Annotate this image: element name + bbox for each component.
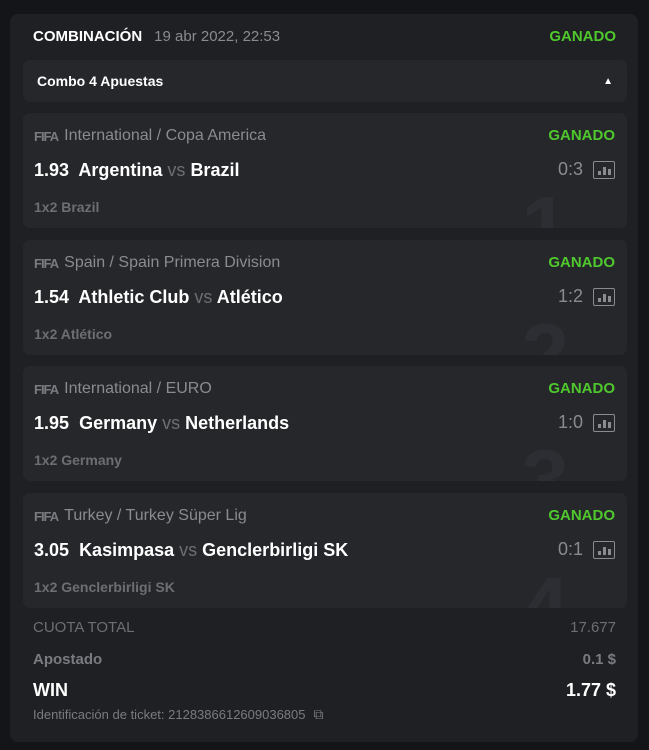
stats-icon[interactable] <box>593 288 615 306</box>
win-value: 1.77 $ <box>565 680 616 700</box>
league-name: International / Copa America <box>64 127 267 144</box>
odds: 1.54 <box>34 287 70 307</box>
bet-item[interactable]: 4 FIFA Turkey / Turkey Süper Lig GANADO 3… <box>23 493 627 608</box>
away-team: Netherlands <box>185 413 290 433</box>
bet-index: 2 <box>521 307 569 355</box>
fifa-logo-icon: FIFA <box>34 381 59 397</box>
away-team: Brazil <box>190 160 240 180</box>
match-row: 1.93 Argentina vs Brazil <box>34 160 239 181</box>
caret-up-icon[interactable]: ▲ <box>603 75 613 87</box>
score: 0:3 <box>557 159 583 179</box>
league-name: Spain / Spain Primera Division <box>64 254 281 271</box>
status-badge: GANADO <box>549 28 616 45</box>
stats-icon[interactable] <box>593 541 615 559</box>
score: 1:2 <box>557 286 583 306</box>
ticket-header: COMBINACIÓN 19 abr 2022, 22:53 GANADO <box>33 28 616 45</box>
odds: 3.05 <box>34 540 70 560</box>
league-name: International / EURO <box>64 380 212 397</box>
league-row: FIFA International / EURO <box>34 380 212 398</box>
league-row: FIFA International / Copa America <box>34 127 266 145</box>
score: 1:0 <box>557 412 583 432</box>
league-row: FIFA Spain / Spain Primera Division <box>34 254 280 272</box>
vs-label: vs <box>162 413 181 433</box>
ticket-type: COMBINACIÓN <box>33 28 143 45</box>
match-row: 1.54 Athletic Club vs Atlético <box>34 287 283 308</box>
total-odds-row: CUOTA TOTAL 17.677 <box>33 619 616 636</box>
away-team: Atlético <box>216 287 283 307</box>
fifa-logo-icon: FIFA <box>34 128 59 144</box>
total-odds-value: 17.677 <box>570 619 616 636</box>
match-row: 1.95 Germany vs Netherlands <box>34 413 289 434</box>
bet-ticket-card: COMBINACIÓN 19 abr 2022, 22:53 GANADO Co… <box>10 14 638 742</box>
home-team: Athletic Club <box>78 287 190 307</box>
ticket-id-row: Identificación de ticket: 21283866126090… <box>33 706 616 723</box>
total-odds-label: CUOTA TOTAL <box>33 619 135 636</box>
bet-item[interactable]: 2 FIFA Spain / Spain Primera Division GAN… <box>23 240 627 355</box>
odds: 1.93 <box>34 160 70 180</box>
fifa-logo-icon: FIFA <box>34 508 59 524</box>
combo-toggle[interactable]: Combo 4 Apuestas ▲ <box>23 60 627 102</box>
bet-status: GANADO <box>548 127 615 144</box>
vs-label: vs <box>167 160 186 180</box>
bet-status: GANADO <box>548 254 615 271</box>
staked-row: Apostado 0.1 $ <box>33 651 616 668</box>
match-row: 3.05 Kasimpasa vs Genclerbirligi SK <box>34 540 348 561</box>
bet-index: 4 <box>521 560 569 608</box>
stats-icon[interactable] <box>593 161 615 179</box>
vs-label: vs <box>179 540 198 560</box>
away-team: Genclerbirligi SK <box>202 540 349 560</box>
ticket-date: 19 abr 2022, 22:53 <box>154 28 281 45</box>
bet-item[interactable]: 3 FIFA International / EURO GANADO 1.95 G… <box>23 366 627 481</box>
market: 1x2 Brazil <box>34 199 100 215</box>
win-label: WIN <box>33 680 68 700</box>
bet-index: 3 <box>521 433 569 481</box>
combo-label: Combo 4 Apuestas <box>37 73 164 89</box>
staked-label: Apostado <box>33 651 103 668</box>
vs-label: vs <box>194 287 213 307</box>
bet-status: GANADO <box>548 507 615 524</box>
market: 1x2 Atlético <box>34 326 113 342</box>
home-team: Kasimpasa <box>79 540 175 560</box>
win-row: WIN 1.77 $ <box>33 680 616 701</box>
ticket-id: Identificación de ticket: 21283866126090… <box>33 707 306 722</box>
odds: 1.95 <box>34 413 70 433</box>
bet-status: GANADO <box>548 380 615 397</box>
league-name: Turkey / Turkey Süper Lig <box>64 507 247 524</box>
market: 1x2 Germany <box>34 452 122 468</box>
copy-icon[interactable]: ⧉ <box>313 706 324 722</box>
bet-item[interactable]: 1 FIFA International / Copa America GANAD… <box>23 113 627 228</box>
stats-icon[interactable] <box>593 414 615 432</box>
fifa-logo-icon: FIFA <box>34 255 59 271</box>
home-team: Argentina <box>78 160 163 180</box>
league-row: FIFA Turkey / Turkey Süper Lig <box>34 507 247 525</box>
home-team: Germany <box>79 413 158 433</box>
bet-index: 1 <box>521 180 569 228</box>
staked-value: 0.1 $ <box>582 651 616 668</box>
market: 1x2 Genclerbirligi SK <box>34 579 175 595</box>
score: 0:1 <box>557 539 583 559</box>
